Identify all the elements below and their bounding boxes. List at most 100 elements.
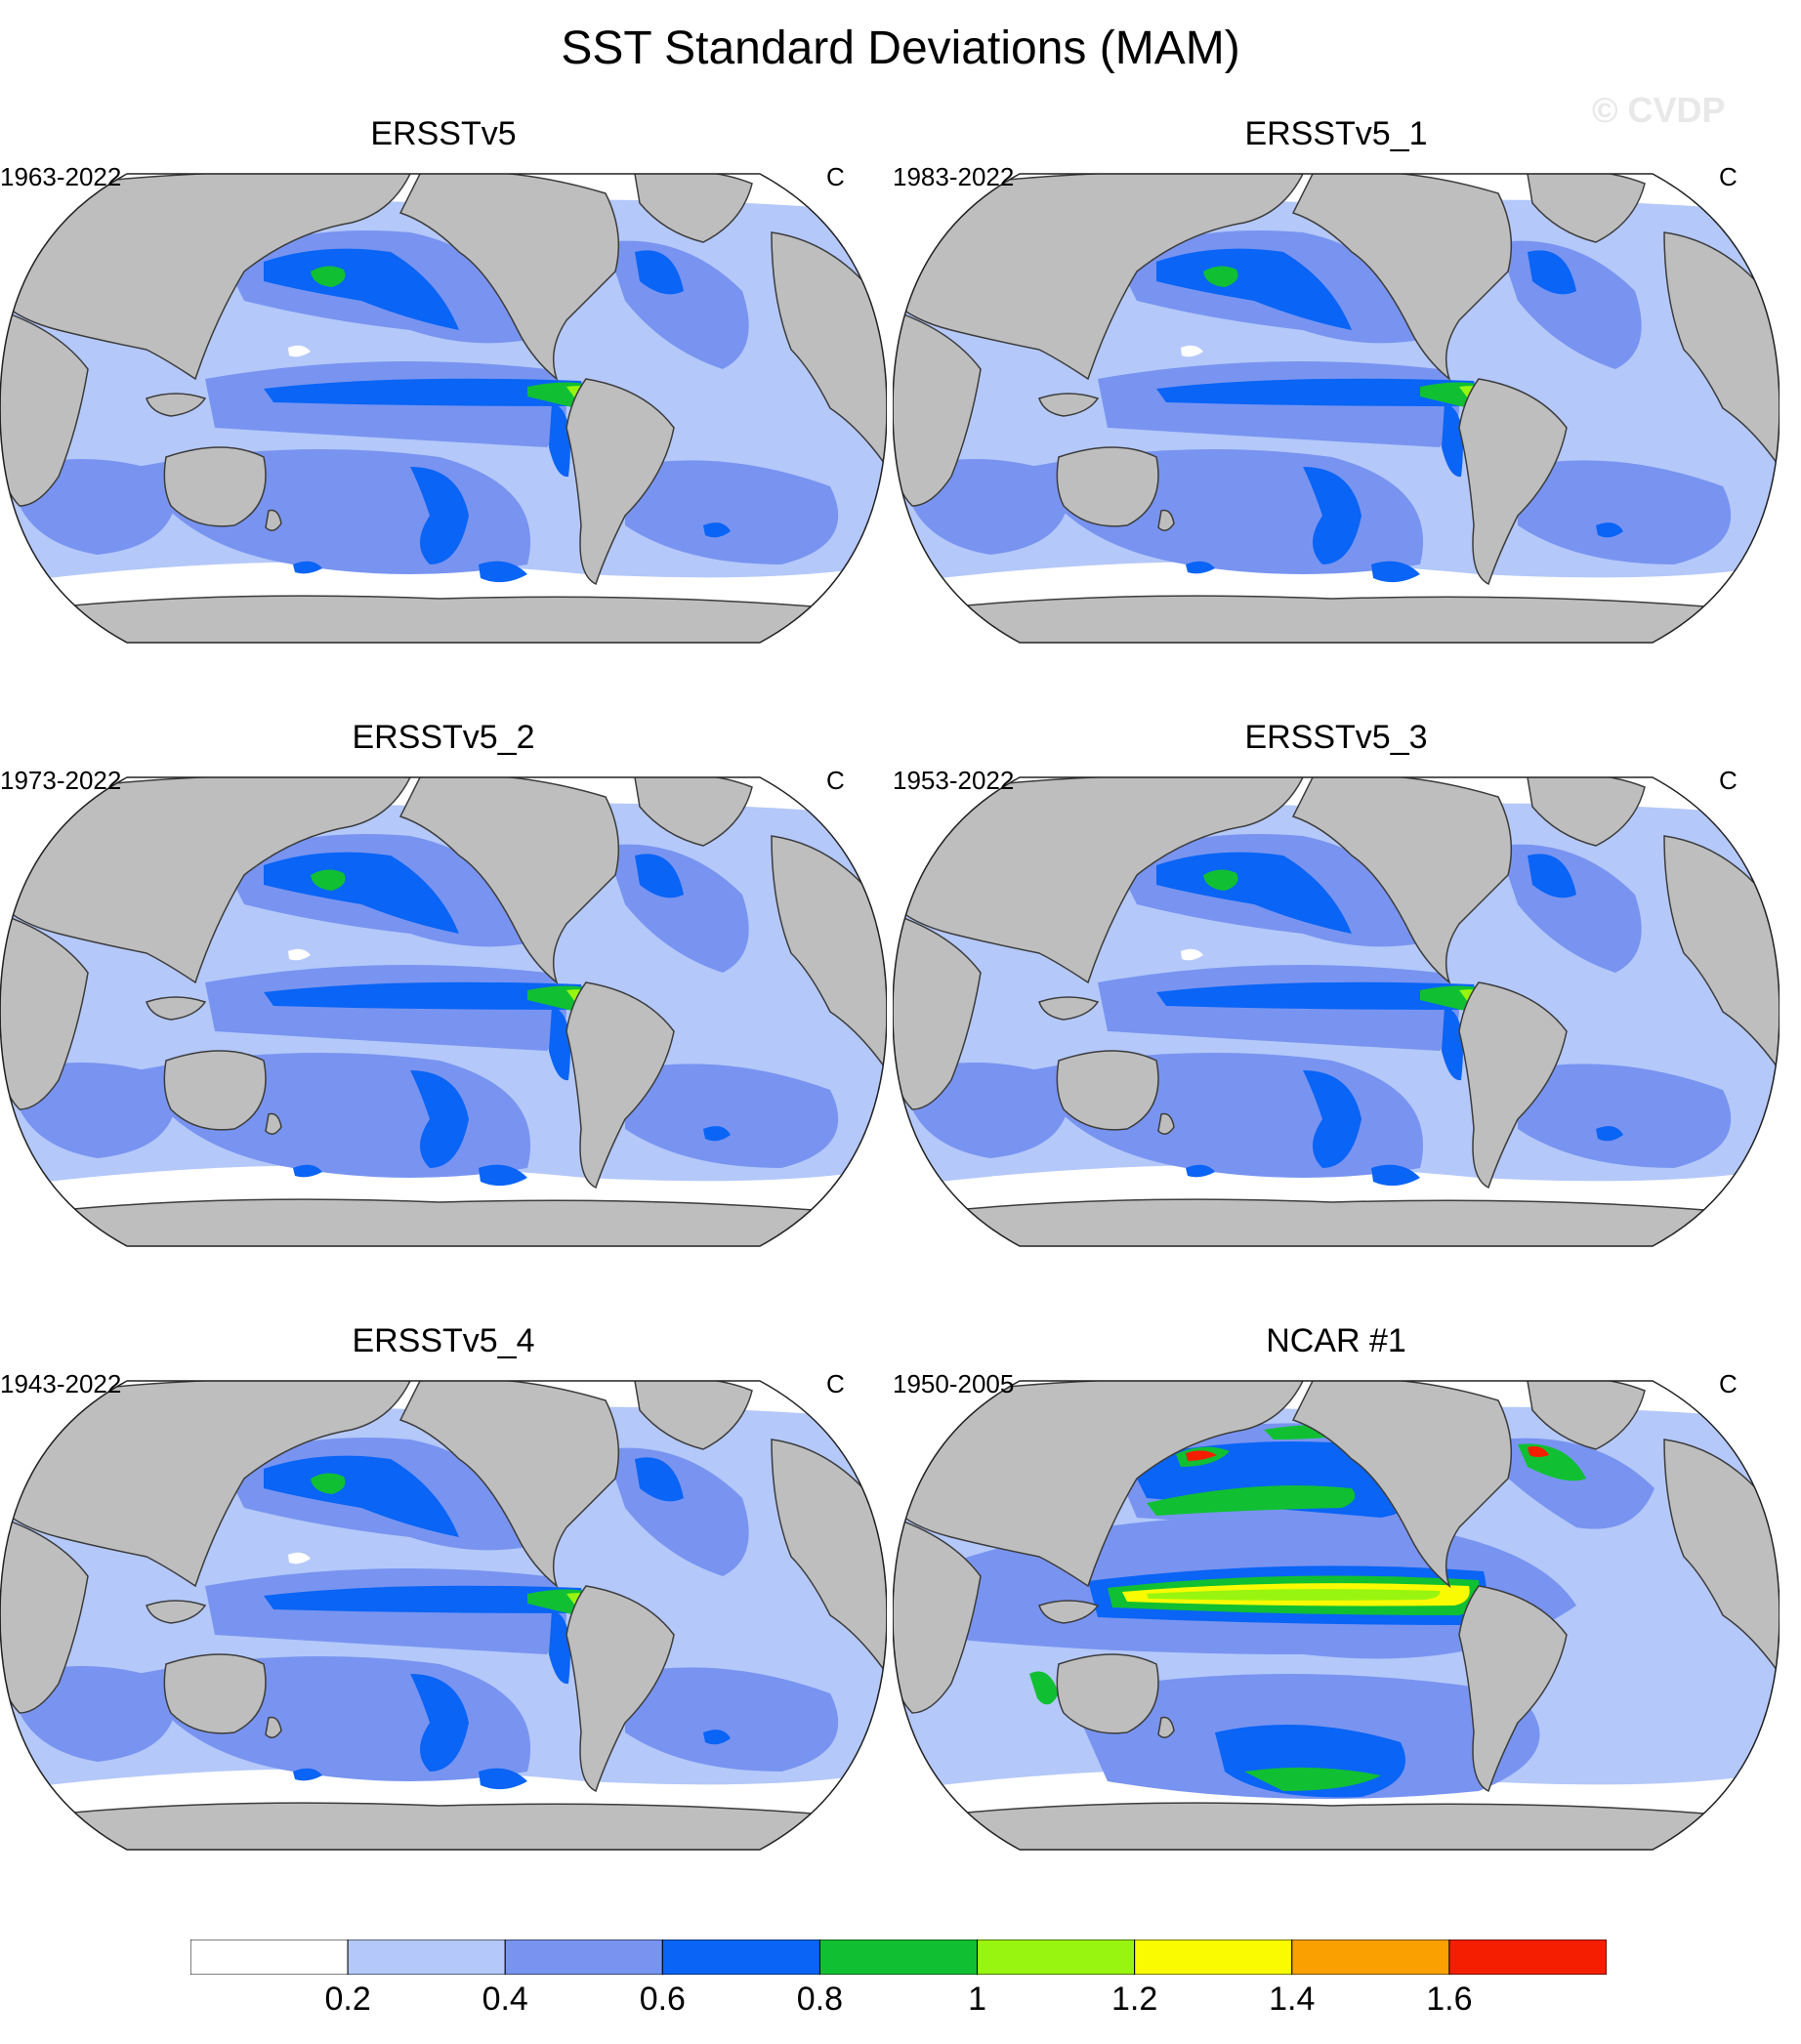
colorbar-swatch: [1448, 1939, 1608, 1976]
panel-title: ERSSTv5_2: [352, 719, 535, 756]
kuroshio-peak: [1186, 1450, 1217, 1461]
leeuwin-core: [1029, 1671, 1059, 1705]
peru-coast-strip: [549, 1610, 570, 1685]
world-map: [893, 776, 1780, 1247]
eurasia-land: [0, 174, 412, 381]
indian-ocean-mid: [20, 1666, 177, 1762]
colorbar-label: 0.8: [796, 1981, 844, 2018]
new-zealand-land: [1157, 1112, 1175, 1135]
antarctica-land: [893, 1802, 1780, 1850]
southern-ocean-core: [1244, 1767, 1381, 1791]
south-pacific-spot: [479, 1768, 527, 1790]
indian-ocean-mid: [912, 1063, 1069, 1158]
kuroshio-band: [1147, 1485, 1356, 1516]
new-zealand-land: [1157, 1716, 1175, 1738]
australia-land: [163, 1050, 267, 1131]
australia-land: [1056, 446, 1159, 527]
north-pacific-core: [1203, 869, 1238, 891]
north-pacific-high: [264, 248, 459, 330]
white-spot-pacific: [1181, 948, 1203, 961]
colorbar: [189, 1939, 1608, 1976]
australia-land: [1056, 1050, 1159, 1131]
south-pacific-high: [1303, 1070, 1361, 1168]
colorbar-swatch: [1134, 1939, 1293, 1976]
world-map: [893, 173, 1780, 644]
south-atlantic-mid: [625, 460, 839, 564]
colorbar-label: 1: [968, 1981, 986, 2018]
watermark: © CVDP: [1592, 90, 1726, 130]
australia-land: [163, 446, 267, 527]
maritime-continent-land: [146, 393, 207, 417]
eurasia-land: [0, 777, 412, 984]
panel-years: 1953-2022: [893, 766, 1015, 795]
equatorial-pacific-tongue: [264, 1585, 583, 1613]
north-pacific-core: [311, 1473, 346, 1494]
north-pacific-core: [311, 266, 346, 287]
equatorial-pacific-tongue: [1156, 378, 1476, 406]
equatorial-pacific-tongue: [264, 378, 583, 406]
new-zealand-land: [1157, 509, 1175, 531]
south-america-land: [1458, 1585, 1568, 1793]
panel-units: C: [826, 1369, 845, 1398]
antarctica-land: [0, 595, 887, 643]
maritime-continent-land: [146, 996, 207, 1021]
indian-ocean-mid: [20, 459, 177, 555]
indian-south-spot: [293, 1768, 322, 1781]
peru-coast-strip: [1442, 403, 1463, 478]
new-zealand-land: [265, 509, 282, 531]
south-pacific-high: [410, 1070, 469, 1168]
white-spot-pacific: [288, 345, 311, 357]
new-zealand-land: [265, 1112, 282, 1135]
eurasia-land: [893, 777, 1305, 984]
white-spot-pacific: [288, 1552, 311, 1564]
south-america-land: [565, 1585, 675, 1793]
indian-ocean-mid: [20, 1063, 177, 1158]
maritime-continent-land: [146, 1600, 207, 1624]
white-spot-pacific: [288, 948, 311, 961]
world-map: [0, 776, 887, 1247]
south-atlantic-mid: [625, 1064, 839, 1168]
antarctica-land: [893, 1198, 1780, 1246]
panel-title: ERSSTv5: [370, 115, 517, 152]
map-panel: ERSSTv5_2 1973-2022 C: [0, 719, 887, 1266]
map-panel: ERSSTv5_1 1983-2022 C: [893, 115, 1780, 662]
colorbar-swatch: [504, 1939, 663, 1976]
maritime-continent-land: [1038, 393, 1100, 417]
europe-africa-east-land: [1663, 231, 1780, 470]
atlantic-south-spot: [1596, 522, 1623, 538]
north-atlantic-high: [635, 854, 684, 898]
australia-land: [1056, 1653, 1159, 1734]
north-pacific-high: [264, 852, 459, 934]
north-pacific-high: [264, 1455, 459, 1537]
south-pacific-spot: [479, 561, 527, 583]
north-america-land: [398, 1381, 620, 1589]
gulf-stream-peak: [1528, 1446, 1549, 1457]
new-zealand-land: [265, 1716, 282, 1738]
europe-africa-east-land: [771, 1439, 887, 1677]
south-pacific-spot: [1371, 1164, 1420, 1187]
antarctica-land: [0, 1198, 887, 1246]
eurasia-land: [0, 1381, 412, 1588]
north-atlantic-high: [635, 250, 684, 295]
panel-years: 1963-2022: [0, 162, 122, 191]
peru-coast-strip: [549, 403, 570, 478]
south-atlantic-mid: [1518, 1064, 1732, 1168]
equatorial-pacific-tongue: [1156, 981, 1476, 1010]
north-atlantic-high: [635, 1457, 684, 1502]
indian-south-spot: [1186, 1164, 1215, 1178]
north-atlantic-high: [1528, 854, 1576, 898]
north-america-land: [398, 777, 620, 985]
map-panel: NCAR #1 1950-2005 C: [893, 1322, 1780, 1869]
colorbar-label: 0.4: [482, 1981, 528, 2018]
eurasia-land: [893, 1381, 1305, 1588]
north-america-land: [1291, 777, 1513, 985]
north-pacific-high: [1156, 852, 1352, 934]
antarctica-land: [0, 1802, 887, 1850]
panel-years: 1973-2022: [0, 766, 122, 795]
colorbar-swatch: [818, 1939, 979, 1976]
colorbar-label: 0.6: [639, 1981, 686, 2018]
figure-title: SST Standard Deviations (MAM): [561, 22, 1240, 74]
peru-coast-strip: [549, 1007, 570, 1081]
equatorial-pacific-tongue: [264, 981, 583, 1010]
south-america-land: [565, 981, 675, 1189]
